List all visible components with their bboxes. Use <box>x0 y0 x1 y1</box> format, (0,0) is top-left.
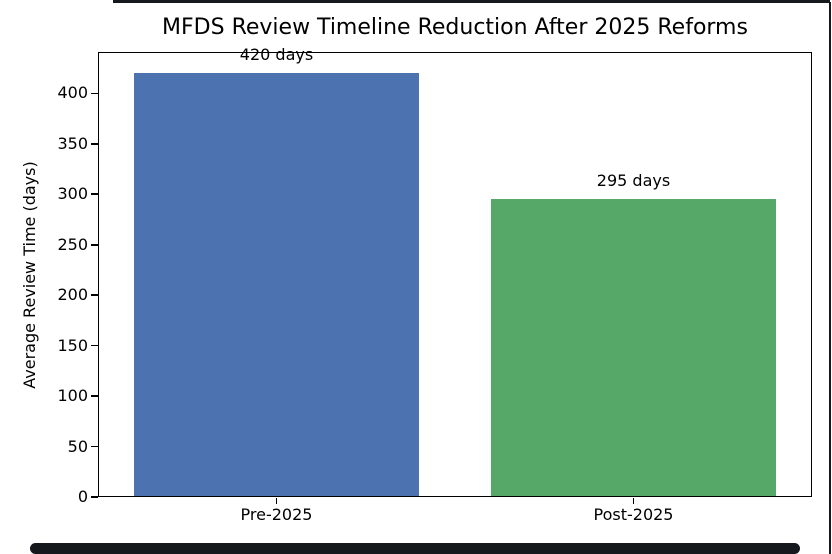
bar-post-2025 <box>490 199 777 497</box>
y-tick-mark <box>91 193 98 196</box>
x-tick-mark <box>275 498 278 504</box>
y-tick-label: 300 <box>57 184 88 204</box>
y-tick-label: 0 <box>77 487 88 506</box>
y-tick-mark <box>91 344 98 347</box>
y-tick-label: 100 <box>57 386 88 406</box>
y-tick-mark <box>91 294 98 296</box>
window-frame-bottom-bar <box>30 543 800 554</box>
y-axis-label: Average Review Time (days) <box>20 161 39 389</box>
y-tick-mark <box>91 143 98 145</box>
y-tick-label: 350 <box>57 133 88 153</box>
x-tick-label-post-2025: Post-2025 <box>593 505 674 524</box>
bar-value-label-post-2025: 295 days <box>596 171 671 191</box>
chart-title: MFDS Review Timeline Reduction After 202… <box>162 15 748 40</box>
y-tick-label: 150 <box>57 335 88 355</box>
y-tick-mark <box>91 445 98 448</box>
y-tick-label: 200 <box>57 285 88 305</box>
y-tick-mark <box>91 496 98 498</box>
y-tick-label: 50 <box>67 436 88 456</box>
y-tick-mark <box>91 243 98 246</box>
y-tick-label: 400 <box>57 83 88 103</box>
x-tick-label-pre-2025: Pre-2025 <box>240 505 313 524</box>
y-tick-mark <box>91 395 98 397</box>
bar-pre-2025 <box>133 73 420 497</box>
window-frame-top-edge <box>113 0 830 3</box>
bar-value-label-pre-2025: 420 days <box>239 45 314 65</box>
x-tick-mark <box>632 498 635 504</box>
window-frame-right-edge <box>828 2 831 554</box>
y-tick-mark <box>91 92 98 95</box>
y-tick-label: 250 <box>57 234 88 254</box>
